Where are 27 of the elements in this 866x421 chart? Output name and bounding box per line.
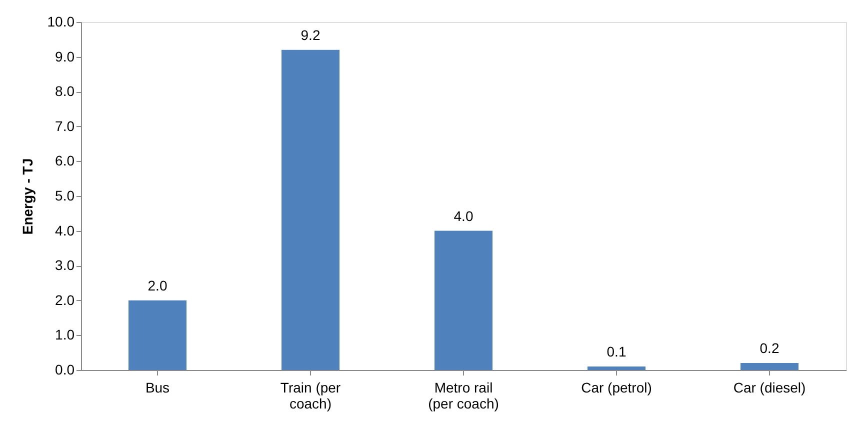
bar — [282, 50, 340, 370]
data-label: 0.2 — [760, 340, 780, 356]
y-tick-label: 9.0 — [55, 48, 75, 64]
data-label: 4.0 — [454, 208, 474, 224]
x-tick-label: Car (petrol) — [581, 380, 652, 396]
y-axis-title: Energy - TJ — [19, 158, 36, 235]
x-tick-label: Car (diesel) — [733, 380, 806, 396]
y-tick-label: 6.0 — [55, 152, 75, 169]
x-tick-label: Metro rail (per coach) — [428, 380, 499, 412]
y-tick-label: 0.0 — [55, 362, 75, 378]
y-tick-label: 1.0 — [55, 326, 75, 343]
y-tick-label: 2.0 — [55, 292, 75, 308]
x-tick-label: Train (per coach) — [280, 380, 341, 412]
data-label: 0.1 — [606, 344, 626, 360]
bar — [588, 366, 646, 370]
data-label: 9.2 — [300, 26, 320, 43]
y-tick-label: 5.0 — [55, 188, 75, 204]
y-tick-label: 3.0 — [55, 257, 75, 274]
bar — [740, 363, 798, 370]
y-tick-label: 4.0 — [55, 222, 75, 238]
bar — [128, 300, 186, 370]
bar — [434, 230, 492, 370]
data-label: 2.0 — [148, 277, 168, 294]
x-tick-label: Bus — [145, 380, 170, 396]
y-tick-label: 7.0 — [55, 118, 75, 134]
y-tick-label: 8.0 — [55, 83, 75, 100]
y-tick-label: 10.0 — [47, 14, 75, 30]
